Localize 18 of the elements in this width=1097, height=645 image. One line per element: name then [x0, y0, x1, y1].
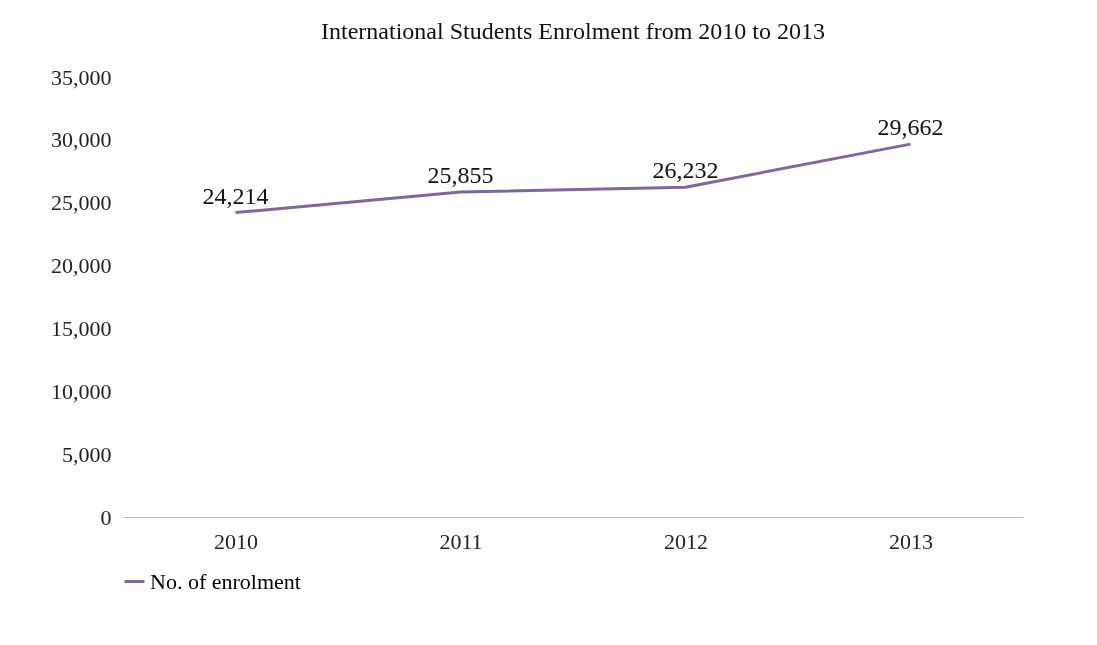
y-tick-label: 0	[100, 504, 112, 530]
y-tick-label: 25,000	[51, 190, 112, 216]
y-tick-label: 5,000	[62, 441, 112, 467]
data-label: 26,232	[652, 157, 719, 184]
x-tick-label: 2010	[214, 528, 258, 554]
x-tick-label: 2013	[889, 528, 933, 554]
x-tick-label: 2012	[664, 528, 708, 554]
data-label: 24,214	[202, 182, 269, 209]
data-label: 25,855	[427, 161, 494, 188]
y-tick-label: 15,000	[51, 315, 112, 341]
y-tick-label: 20,000	[51, 253, 112, 279]
data-label: 29,662	[877, 114, 944, 141]
chart-title: International Students Enrolment from 2010 to 2013	[321, 18, 825, 44]
legend-label: No. of enrolment	[150, 568, 301, 594]
x-tick-label: 2011	[439, 528, 483, 554]
y-tick-label: 30,000	[51, 127, 112, 153]
y-tick-label: 35,000	[51, 64, 112, 90]
y-tick-label: 10,000	[51, 378, 112, 404]
